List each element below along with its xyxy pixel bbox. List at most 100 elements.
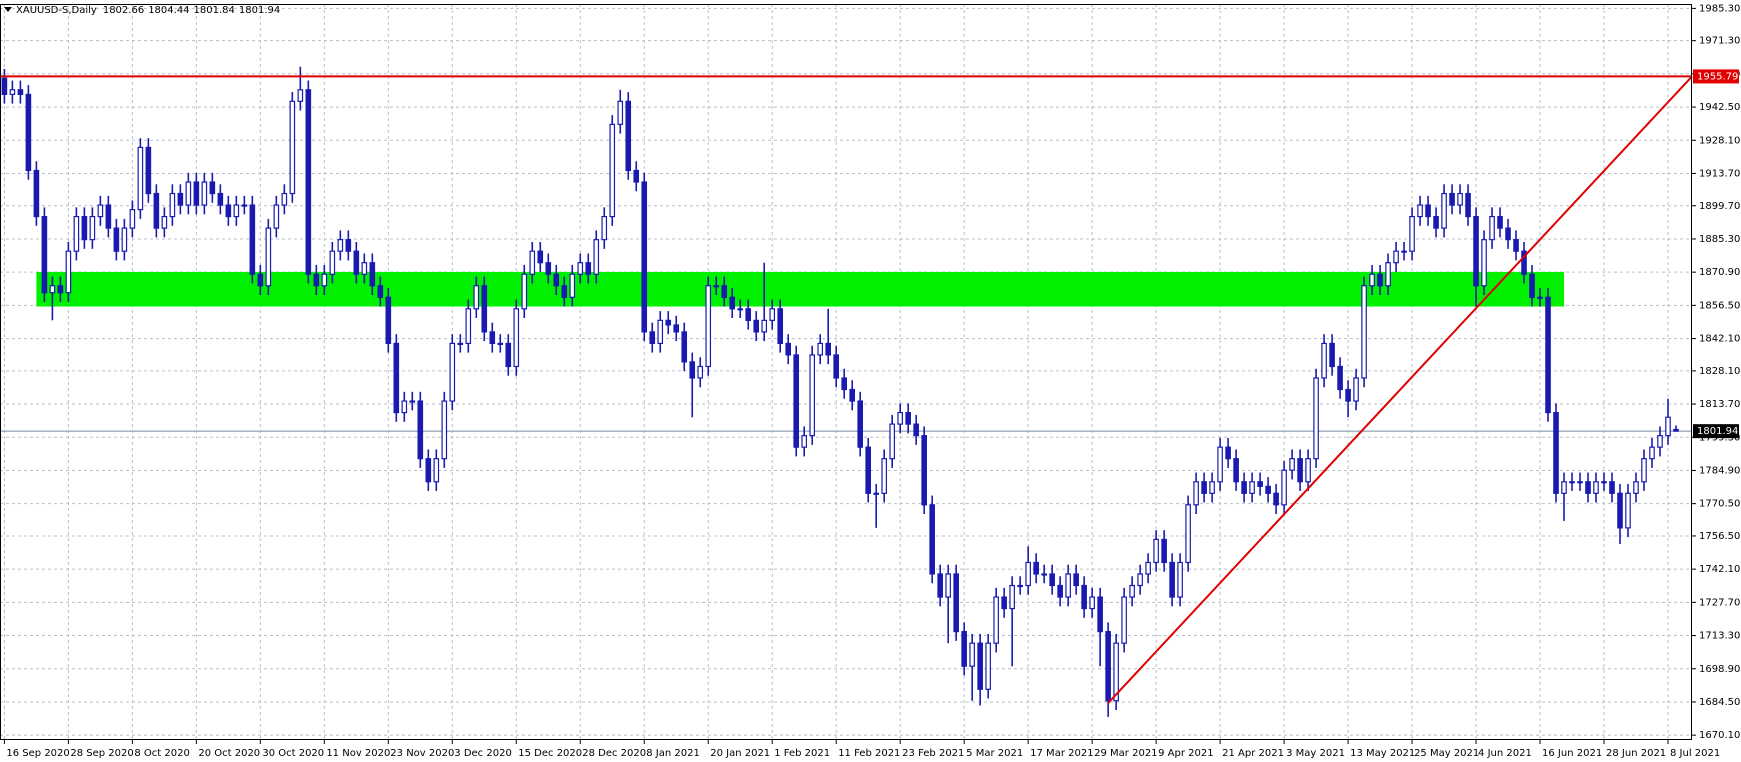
- candles: [1, 66, 1679, 717]
- candle-body-down: [785, 342, 792, 356]
- x-tick-label: 8 Oct 2020: [134, 748, 189, 759]
- candle-body-up: [1489, 215, 1495, 241]
- candle-body-up: [1065, 573, 1071, 598]
- candle-body-down: [833, 354, 840, 379]
- x-tick-label: 8 Jul 2021: [1670, 748, 1720, 759]
- candle-body-down: [681, 331, 688, 363]
- y-tick-label: 1684.50: [1699, 697, 1740, 708]
- candle-body-up: [9, 89, 16, 95]
- menu-arrow[interactable]: [4, 7, 12, 12]
- y-tick-label: 1899.70: [1699, 201, 1740, 212]
- candle-body-down: [489, 331, 496, 345]
- candle-body-down: [1233, 458, 1239, 483]
- candle-body-down: [1161, 538, 1167, 564]
- candle-body-down: [689, 361, 696, 379]
- candle-body-up: [1561, 481, 1567, 494]
- candle-body-down: [177, 192, 184, 206]
- candle-body-down: [905, 411, 911, 425]
- x-tick-label: 4 Jun 2021: [1478, 748, 1532, 759]
- candle-body-down: [1345, 388, 1351, 402]
- x-tick-label: 17 Mar 2021: [1030, 748, 1093, 759]
- candle-body-up: [329, 250, 336, 275]
- candle-body-down: [1609, 481, 1615, 494]
- candle-body-up: [529, 250, 536, 275]
- price-tag-label: 1801.94: [1697, 426, 1738, 437]
- candle-body-up: [1153, 538, 1159, 564]
- candle-body-down: [1337, 365, 1343, 391]
- candle-body-up: [1145, 561, 1151, 575]
- candle-body-down: [145, 146, 152, 195]
- y-tick-label: 1942.50: [1699, 102, 1740, 113]
- candle-body-down: [929, 504, 935, 575]
- candle-body-down: [1449, 192, 1455, 206]
- candle-body-down: [33, 169, 40, 218]
- candle-body-up: [873, 492, 879, 495]
- candle-body-up: [1017, 584, 1023, 588]
- candle-body-down: [961, 631, 967, 667]
- candle-body-up: [569, 273, 576, 298]
- x-tick-label: 29 Mar 2021: [1094, 748, 1157, 759]
- candle-body-down: [481, 285, 488, 333]
- candle-body-up: [137, 146, 144, 211]
- candle-body-up: [1401, 250, 1407, 253]
- candle-body-up: [1441, 192, 1447, 229]
- candle-body-down: [425, 458, 432, 483]
- candle-body-up: [273, 204, 280, 229]
- candle-body-up: [1361, 285, 1367, 379]
- candle-body-up: [1185, 504, 1191, 564]
- candle-body-up: [1385, 262, 1391, 287]
- candle-body-up: [761, 319, 768, 333]
- x-tick-label: 3 May 2021: [1286, 748, 1345, 759]
- candle-body-up: [49, 285, 56, 294]
- candle-body-down: [1073, 573, 1079, 587]
- candle-body-up: [993, 596, 999, 644]
- candle-body-down: [625, 100, 632, 172]
- y-tick-label: 1971.30: [1699, 36, 1740, 47]
- candle-body-down: [25, 93, 32, 172]
- candle-body-down: [217, 192, 224, 206]
- candle-body-down: [561, 285, 568, 298]
- candle-body-up: [1041, 573, 1047, 576]
- y-tick-label: 1813.70: [1699, 399, 1740, 410]
- candle-body-up: [281, 192, 288, 206]
- candle-body-up: [657, 319, 664, 345]
- candle-body-up: [1409, 215, 1415, 252]
- candle-body-down: [225, 204, 232, 218]
- candle-body-up: [265, 227, 272, 287]
- y-tick-label: 1828.10: [1699, 366, 1740, 377]
- candle-body-down: [1001, 596, 1007, 610]
- candle-body-down: [545, 262, 552, 275]
- candle-body-up: [737, 308, 744, 311]
- y-tick-label: 1713.30: [1699, 631, 1740, 642]
- candle-body-up: [801, 435, 808, 448]
- candle-body-up: [1657, 435, 1663, 448]
- candle-body-up: [65, 250, 72, 294]
- candle-body-up: [337, 239, 344, 252]
- candle-body-down: [385, 296, 392, 345]
- candle-body-down: [673, 324, 680, 333]
- candle-body-up: [465, 308, 472, 345]
- candle-body-down: [1241, 481, 1247, 494]
- candle-body-down: [249, 204, 256, 275]
- candle-body-down: [585, 262, 592, 275]
- candle-body-up: [89, 215, 96, 241]
- x-tick-label: 20 Oct 2020: [198, 748, 260, 759]
- candle-body-down: [1473, 215, 1479, 287]
- overlays-top: [0, 75, 1693, 704]
- candle-body-down: [865, 446, 871, 494]
- candle-body-down: [913, 423, 919, 437]
- candle-body-down: [665, 319, 672, 326]
- x-tick-label: 28 Dec 2020: [582, 748, 646, 759]
- candle-body-down: [1673, 428, 1679, 432]
- candle-body-down: [1545, 296, 1551, 414]
- candle-body-down: [1377, 273, 1383, 287]
- candle-body-up: [1113, 642, 1119, 702]
- candle-body-down: [41, 215, 48, 294]
- x-tick-label: 30 Oct 2020: [262, 748, 324, 759]
- candle-body-up: [809, 354, 816, 437]
- candle-body-up: [1665, 416, 1671, 437]
- candle-body-up: [1593, 481, 1599, 494]
- candle-body-down: [1529, 273, 1535, 298]
